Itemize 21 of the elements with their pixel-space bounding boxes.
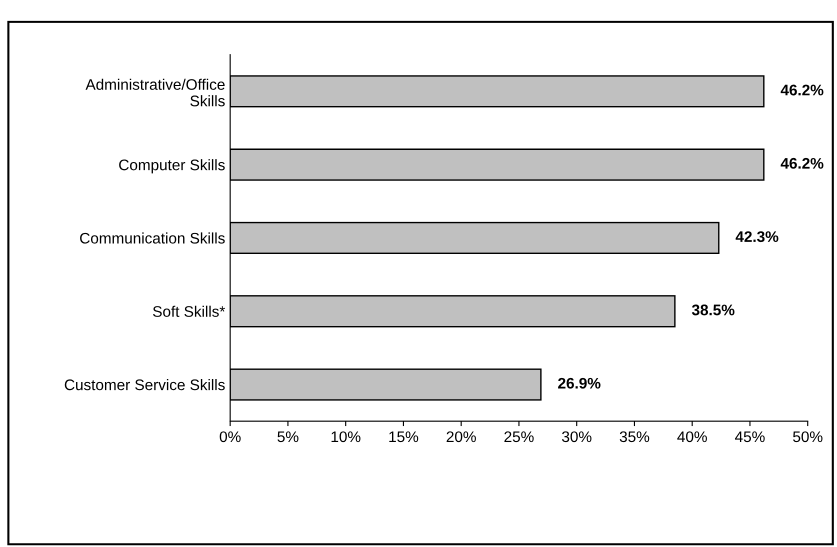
x-tick-label: 20% bbox=[446, 431, 476, 442]
y-tick-label: Soft Skills* bbox=[152, 306, 226, 317]
y-tick-label: Customer Service Skills bbox=[64, 379, 225, 390]
y-tick-label: Communication Skills bbox=[80, 232, 225, 244]
x-tick-label: 50% bbox=[793, 431, 822, 442]
x-tick-label: 45% bbox=[735, 431, 765, 442]
x-tick-label: 15% bbox=[389, 431, 418, 442]
x-tick-label: 35% bbox=[620, 431, 650, 442]
data-label: 46.2% bbox=[780, 84, 824, 96]
x-tick-label: 25% bbox=[504, 431, 534, 442]
data-label: 46.2% bbox=[780, 158, 824, 169]
data-label: 26.9% bbox=[558, 378, 600, 389]
data-label: 42.3% bbox=[736, 231, 778, 242]
x-tick-label: 40% bbox=[677, 431, 707, 442]
y-tick-label: Administrative/Office Skills bbox=[86, 78, 225, 106]
x-tick-label: 10% bbox=[332, 431, 360, 442]
x-tick-label: 30% bbox=[562, 431, 592, 442]
x-tick-label: 5% bbox=[278, 431, 298, 442]
x-tick-label: 0% bbox=[220, 431, 241, 442]
y-tick-label: Computer Skills bbox=[119, 159, 225, 174]
data-label: 38.5% bbox=[692, 304, 734, 316]
